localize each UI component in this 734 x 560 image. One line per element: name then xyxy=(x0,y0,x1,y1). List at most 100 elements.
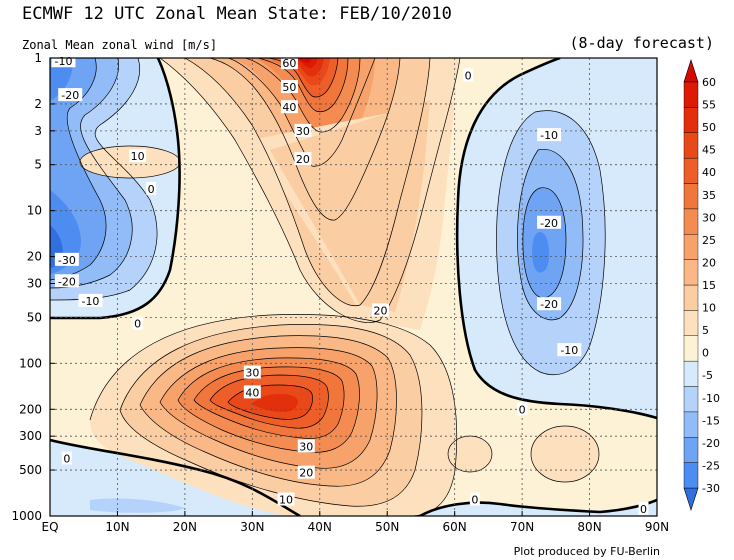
y-tick-label: 20 xyxy=(27,250,42,264)
contour-label: 0 xyxy=(640,503,647,516)
colorbar-label: 5 xyxy=(702,324,709,337)
contour-line xyxy=(496,110,606,376)
colorbar-label: 0 xyxy=(702,347,709,360)
colorbar-label: 20 xyxy=(702,256,716,269)
contour-label: -20 xyxy=(61,89,79,102)
contour-label-bg xyxy=(280,56,298,70)
y-tick-label: 5 xyxy=(34,158,42,172)
colorbar-band xyxy=(683,437,699,463)
colorbar-band xyxy=(683,183,699,210)
contour-label: -10 xyxy=(560,344,578,357)
contour-label: 0 xyxy=(471,494,478,507)
x-tick-label: 20N xyxy=(173,520,197,534)
contour-label-bg xyxy=(638,502,649,516)
pos-blob-75n xyxy=(531,426,599,482)
x-tick-label: 10N xyxy=(105,520,129,534)
chart-subtitle: Zonal Mean zonal wind [m/s] xyxy=(22,38,218,52)
x-tick-label: 90N xyxy=(645,520,669,534)
contour-line xyxy=(517,149,584,321)
colorbar-label: 10 xyxy=(702,302,716,315)
contour-label: -10 xyxy=(81,295,99,308)
colorbar-label: 25 xyxy=(702,234,716,247)
colorbar-bottom-arrow xyxy=(683,487,699,511)
colorbar-band xyxy=(683,310,699,336)
contour-label: 30 xyxy=(296,125,310,138)
zero-contour xyxy=(50,58,181,320)
y-tick-label: 100 xyxy=(19,356,42,370)
contour-label: 0 xyxy=(519,403,526,416)
x-tick-label: 70N xyxy=(510,520,534,534)
neg-region-surface-left-10 xyxy=(90,498,185,513)
colorbar-label: -20 xyxy=(702,437,720,450)
contour-label: 20 xyxy=(373,304,387,317)
colorbar-band xyxy=(683,81,699,108)
y-tick-label: 1 xyxy=(34,51,42,65)
colorbar-label: 35 xyxy=(702,189,716,202)
colorbar-band xyxy=(683,335,699,362)
pos-blob-65n xyxy=(448,436,492,472)
contour-label: 0 xyxy=(63,452,70,465)
y-tick-label: 10 xyxy=(27,204,42,218)
contour-line xyxy=(227,58,376,167)
contour-label-bg xyxy=(297,439,315,453)
contour-label: -10 xyxy=(55,55,73,68)
colorbar-label: -25 xyxy=(702,459,720,472)
contour-line xyxy=(159,347,378,469)
contour-label: 0 xyxy=(134,318,141,331)
contour-label-bg xyxy=(371,303,389,317)
contour-line xyxy=(193,366,345,439)
contour-label-bg xyxy=(537,215,562,229)
contour-label-bg xyxy=(132,316,143,330)
colorbar-label: 15 xyxy=(702,279,716,292)
colorbar-band xyxy=(683,259,699,286)
contour-label-bg xyxy=(557,343,582,357)
x-tick-label: 40N xyxy=(308,520,332,534)
colorbar-band xyxy=(683,411,699,438)
contour-label-bg xyxy=(294,152,312,166)
jet-upper-55 xyxy=(294,58,312,63)
y-tick-label: 500 xyxy=(19,463,42,477)
colorbar-label: 45 xyxy=(702,144,716,157)
contour-label-bg xyxy=(54,252,79,266)
contour-label: 30 xyxy=(299,440,313,453)
contour-line xyxy=(50,58,133,289)
neg-region-tl-25 xyxy=(50,58,81,274)
contour-label-bg xyxy=(297,465,315,479)
contour-line xyxy=(159,58,461,323)
contour-label-bg xyxy=(78,293,103,307)
y-tick-label: 200 xyxy=(19,402,42,416)
contour-label-bg xyxy=(537,297,562,311)
contour-line xyxy=(209,374,329,429)
colorbar-label: -10 xyxy=(702,392,720,405)
contour-line xyxy=(177,357,360,453)
contour-line xyxy=(50,58,158,301)
contour-label-bg xyxy=(294,123,312,137)
contour-label: 60 xyxy=(282,57,296,70)
contour-label-bg xyxy=(58,88,83,102)
contour-label-bg xyxy=(463,68,474,82)
contour-label: 40 xyxy=(282,101,296,114)
contour-label-bg xyxy=(517,402,528,416)
contour-label: -10 xyxy=(540,129,558,142)
contour-label: -20 xyxy=(58,275,76,288)
colorbar-band xyxy=(683,386,699,413)
x-tick-label: 50N xyxy=(375,520,399,534)
jet-lower-45 xyxy=(252,394,298,412)
zero-contour xyxy=(455,58,657,420)
colorbar-label: -5 xyxy=(702,369,713,382)
x-tick-label: 30N xyxy=(240,520,264,534)
contour-label-bg xyxy=(243,365,261,379)
contour-label-bg xyxy=(469,492,480,506)
colorbar-label: 60 xyxy=(702,76,716,89)
contour-label: -20 xyxy=(540,217,558,230)
colorbar-label: 30 xyxy=(702,211,716,224)
y-tick-label: 3 xyxy=(34,124,42,138)
contour-line xyxy=(257,58,349,113)
contour-label: 50 xyxy=(282,81,296,94)
x-tick-label: 60N xyxy=(443,520,467,534)
contour-label-bg xyxy=(280,80,298,94)
contour-label: 30 xyxy=(245,367,259,380)
x-tick-label: EQ xyxy=(41,520,58,534)
contour-label: 20 xyxy=(296,153,310,166)
